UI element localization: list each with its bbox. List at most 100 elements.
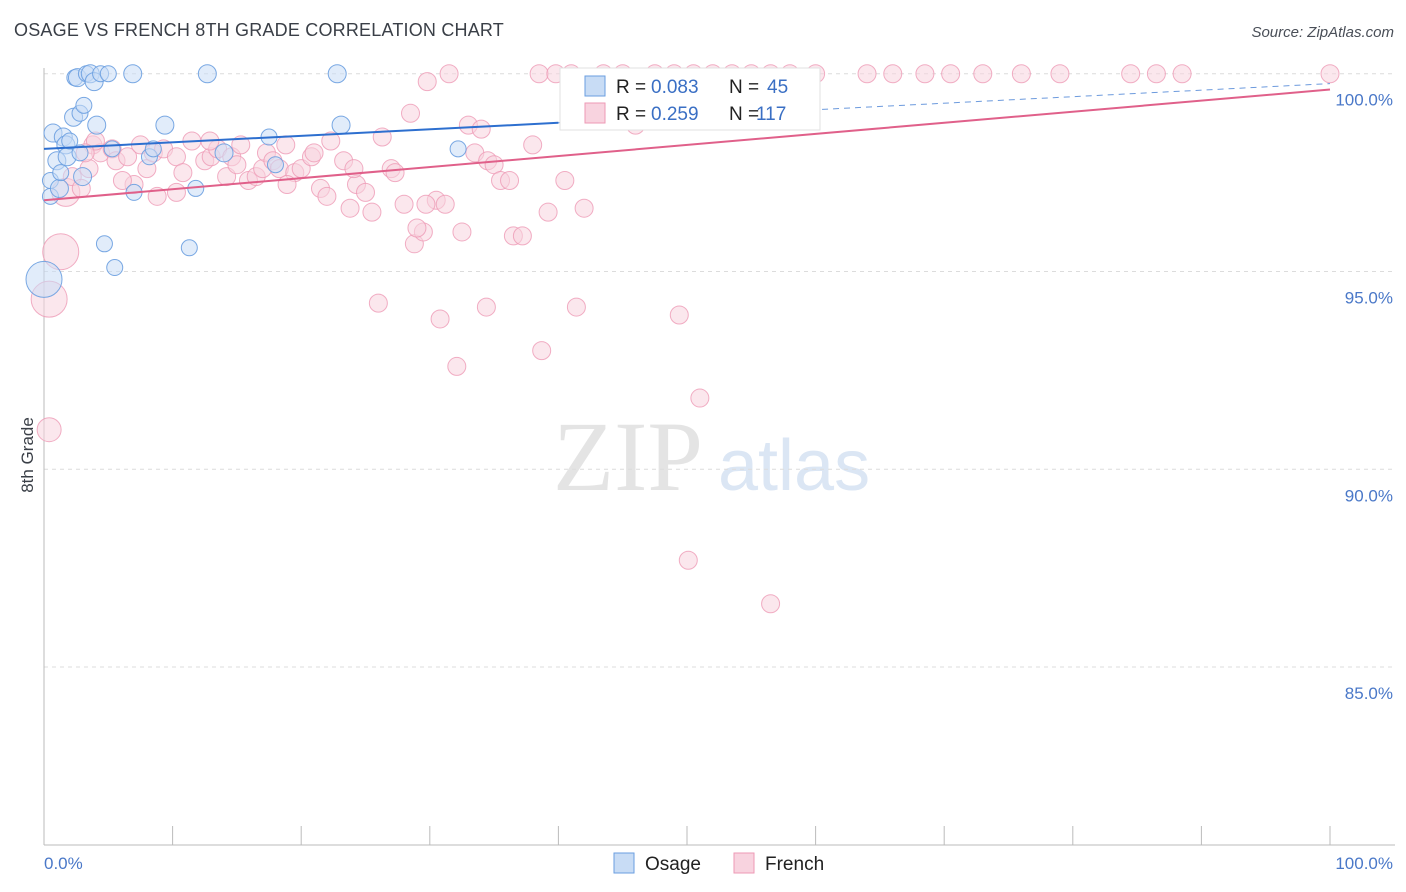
osage-trend-line <box>43 121 559 150</box>
french-trend-line <box>43 88 1331 202</box>
osage-point <box>214 143 234 163</box>
french-point <box>532 341 552 361</box>
french-point <box>476 297 496 317</box>
osage-point <box>71 144 89 162</box>
bottom-legend-osage-label: Osage <box>645 854 701 875</box>
osage-point <box>87 115 107 135</box>
french-point <box>321 131 341 151</box>
french-point <box>678 550 698 570</box>
trend-lines <box>43 83 1331 202</box>
osage-point <box>103 140 121 158</box>
french-point <box>231 135 251 155</box>
french-point <box>439 64 459 84</box>
french-point <box>529 64 549 84</box>
french-point <box>42 233 80 271</box>
french-point <box>112 171 132 191</box>
osage-point <box>73 167 93 187</box>
french-point <box>669 305 689 325</box>
french-point <box>435 194 455 214</box>
y-tick-label: 90.0% <box>1345 486 1393 505</box>
legend-french-swatch <box>584 102 606 124</box>
french-point <box>173 163 193 183</box>
legend-french-r-label: R = <box>616 104 646 125</box>
osage-point <box>180 239 198 257</box>
french-point <box>276 135 296 155</box>
french-point <box>416 194 436 214</box>
legend-french-n-label: N = <box>729 104 759 125</box>
y-tick-label: 95.0% <box>1345 288 1393 307</box>
french-point <box>1172 64 1192 84</box>
french-point <box>417 72 437 92</box>
french-point <box>538 202 558 222</box>
french-point <box>385 163 405 183</box>
french-point <box>941 64 961 84</box>
bottom-legend-osage-swatch <box>613 852 635 874</box>
chart-title: OSAGE VS FRENCH 8TH GRADE CORRELATION CH… <box>14 20 505 40</box>
osage-point <box>99 65 117 83</box>
french-point <box>574 198 594 218</box>
osage-point <box>95 235 113 253</box>
bottom-legend-french-swatch <box>733 852 755 874</box>
french-point <box>394 194 414 214</box>
french-point <box>761 594 781 614</box>
french-point <box>1146 64 1166 84</box>
osage-point <box>197 64 217 84</box>
osage-point <box>49 178 69 198</box>
french-point <box>227 155 247 175</box>
source-label: Source: ZipAtlas.com <box>1251 24 1394 41</box>
watermark-atlas: atlas <box>718 426 870 506</box>
french-point <box>523 135 543 155</box>
french-point <box>407 218 427 238</box>
legend-osage-n-label: N = <box>729 77 759 98</box>
series-legend: Osage French <box>613 852 824 875</box>
french-point <box>430 309 450 329</box>
grid-lines: 100.0% 95.0% 90.0% 85.0% <box>44 73 1395 703</box>
y-axis-label: 8th Grade <box>18 417 37 493</box>
legend-french-n-value: 117 <box>756 104 786 125</box>
french-point <box>36 417 62 443</box>
data-points <box>25 64 1340 614</box>
french-point <box>340 198 360 218</box>
osage-point <box>327 64 347 84</box>
french-point <box>304 143 324 163</box>
osage-point <box>266 156 284 174</box>
osage-point <box>106 259 124 277</box>
french-point <box>1121 64 1141 84</box>
osage-point <box>25 260 63 298</box>
french-point <box>512 226 532 246</box>
french-point <box>368 293 388 313</box>
french-point <box>1011 64 1031 84</box>
french-point <box>471 119 491 139</box>
french-point <box>118 147 138 167</box>
french-point <box>484 155 504 175</box>
y-tick-label: 85.0% <box>1345 684 1393 703</box>
x-tick-label-right: 100.0% <box>1335 854 1393 873</box>
french-point <box>362 202 382 222</box>
french-point <box>566 297 586 317</box>
french-point <box>883 64 903 84</box>
french-point <box>166 147 186 167</box>
legend-osage-r-label: R = <box>616 77 646 98</box>
y-tick-label: 100.0% <box>1335 91 1393 110</box>
legend-osage-n-value: 45 <box>767 77 788 98</box>
osage-point <box>331 115 351 135</box>
osage-point <box>52 164 70 182</box>
osage-point <box>61 132 79 150</box>
correlation-legend: R = 0.083 N = 45 R = 0.259 N = 117 <box>559 67 821 131</box>
french-point <box>500 171 520 191</box>
french-point <box>915 64 935 84</box>
osage-trend-line-dashed <box>558 83 1331 124</box>
osage-point <box>155 115 175 135</box>
osage-point <box>449 140 467 158</box>
french-point <box>452 222 472 242</box>
french-point <box>447 356 467 376</box>
legend-osage-swatch <box>584 75 606 97</box>
osage-point <box>144 140 162 158</box>
french-point <box>1320 64 1340 84</box>
french-point <box>401 103 421 123</box>
osage-point <box>123 64 143 84</box>
legend-osage-r-value: 0.083 <box>651 77 699 98</box>
french-point <box>555 171 575 191</box>
french-point <box>356 182 375 202</box>
